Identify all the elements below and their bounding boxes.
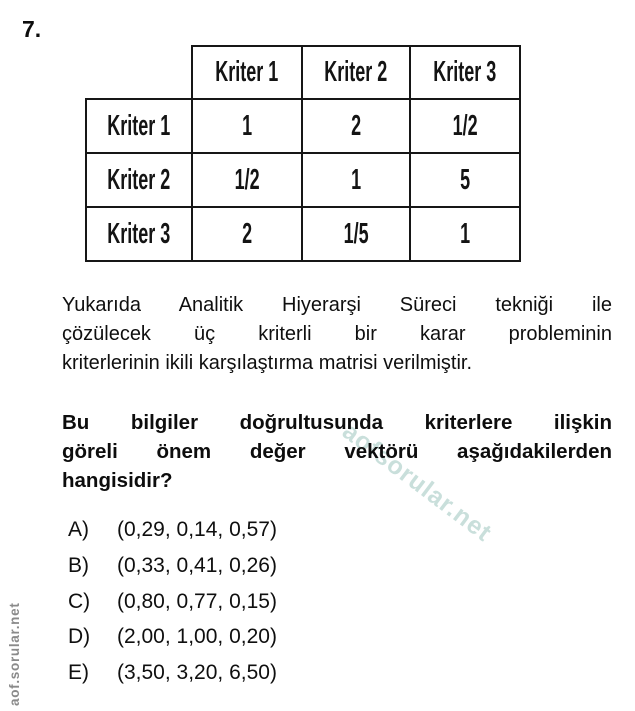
table-cell: 1/5 bbox=[301, 206, 411, 262]
table-cell: 1 bbox=[191, 98, 303, 154]
question-paragraph: Yukarıda Analitik Hiyerarşi Süreci tekni… bbox=[62, 291, 612, 378]
answer-options: A) (0,29, 0,14, 0,57) B) (0,33, 0,41, 0,… bbox=[68, 518, 277, 697]
option-letter: B) bbox=[68, 553, 89, 577]
option-value: (0,33, 0,41, 0,26) bbox=[117, 553, 277, 577]
table-row-kriter1: Kriter 1 1 2 1/2 bbox=[85, 98, 521, 154]
table-cell: 1/2 bbox=[409, 98, 521, 154]
cell-value: 1/5 bbox=[343, 217, 369, 250]
cell-value: 1 bbox=[350, 163, 361, 196]
option-d: D) (2,00, 1,00, 0,20) bbox=[68, 625, 277, 661]
table-cell: 1 bbox=[301, 152, 411, 208]
option-value: (3,50, 3,20, 6,50) bbox=[117, 661, 277, 685]
cell-value: 2 bbox=[350, 109, 361, 142]
row-label-text: Kriter 2 bbox=[107, 163, 171, 196]
option-a: A) (0,29, 0,14, 0,57) bbox=[68, 518, 277, 554]
table-cell: 5 bbox=[409, 152, 521, 208]
table-col-header-3: Kriter 3 bbox=[409, 45, 521, 100]
table-col-header-3-label: Kriter 3 bbox=[433, 56, 497, 88]
question-line: hangisidir? bbox=[62, 469, 173, 492]
cell-value: 1 bbox=[241, 109, 252, 142]
table-col-header-2-label: Kriter 2 bbox=[324, 56, 388, 88]
table-row-kriter2: Kriter 2 1/2 1 5 bbox=[85, 152, 521, 208]
cell-value: 1/2 bbox=[234, 163, 260, 196]
cell-value: 1 bbox=[459, 217, 470, 250]
table-cell: 2 bbox=[191, 206, 303, 262]
table-cell: 1 bbox=[409, 206, 521, 262]
table-row-label: Kriter 2 bbox=[85, 152, 193, 208]
paragraph-line: çözülecek üç kriterli bir karar problemi… bbox=[62, 323, 612, 345]
cell-value: 2 bbox=[241, 217, 252, 250]
option-letter: A) bbox=[68, 518, 89, 541]
option-value: (0,29, 0,14, 0,57) bbox=[117, 518, 277, 541]
table-cell: 1/2 bbox=[191, 152, 303, 208]
row-label-text: Kriter 1 bbox=[107, 109, 171, 142]
table-row-label: Kriter 1 bbox=[85, 98, 193, 154]
option-value: (0,80, 0,77, 0,15) bbox=[117, 589, 277, 613]
paragraph-line: kriterlerinin ikili karşılaştırma matris… bbox=[62, 352, 473, 374]
cell-value: 1/2 bbox=[452, 109, 478, 142]
question-line: Bu bilgiler doğrultusunda kriterlere ili… bbox=[62, 411, 612, 434]
row-label-text: Kriter 3 bbox=[107, 217, 171, 250]
table-col-header-1: Kriter 1 bbox=[191, 45, 303, 100]
watermark-vertical: aof.sorular.net bbox=[7, 602, 22, 706]
option-value: (2,00, 1,00, 0,20) bbox=[117, 625, 277, 649]
question-line: göreli önem değer vektörü aşağıdakilerde… bbox=[62, 440, 612, 463]
table-header-row: Kriter 1 Kriter 2 Kriter 3 bbox=[86, 45, 521, 100]
table-corner-cell bbox=[86, 46, 192, 99]
question-stem: Bu bilgiler doğrultusunda kriterlere ili… bbox=[62, 408, 612, 495]
option-b: B) (0,33, 0,41, 0,26) bbox=[68, 554, 277, 590]
cell-value: 5 bbox=[459, 163, 470, 196]
table-col-header-1-label: Kriter 1 bbox=[215, 56, 279, 88]
pairwise-comparison-table: Kriter 1 Kriter 2 Kriter 3 Kriter 1 1 2 … bbox=[85, 45, 521, 262]
question-number: 7. bbox=[22, 16, 42, 42]
table-row-kriter3: Kriter 3 2 1/5 1 bbox=[85, 206, 521, 262]
table-row-label: Kriter 3 bbox=[85, 206, 193, 262]
option-letter: E) bbox=[68, 661, 89, 685]
paragraph-line: Yukarıda Analitik Hiyerarşi Süreci tekni… bbox=[62, 294, 612, 316]
option-letter: D) bbox=[68, 625, 91, 649]
table-cell: 2 bbox=[301, 98, 411, 154]
option-c: C) (0,80, 0,77, 0,15) bbox=[68, 590, 277, 626]
option-e: E) (3,50, 3,20, 6,50) bbox=[68, 661, 277, 697]
option-letter: C) bbox=[68, 589, 91, 613]
table-col-header-2: Kriter 2 bbox=[301, 45, 411, 100]
